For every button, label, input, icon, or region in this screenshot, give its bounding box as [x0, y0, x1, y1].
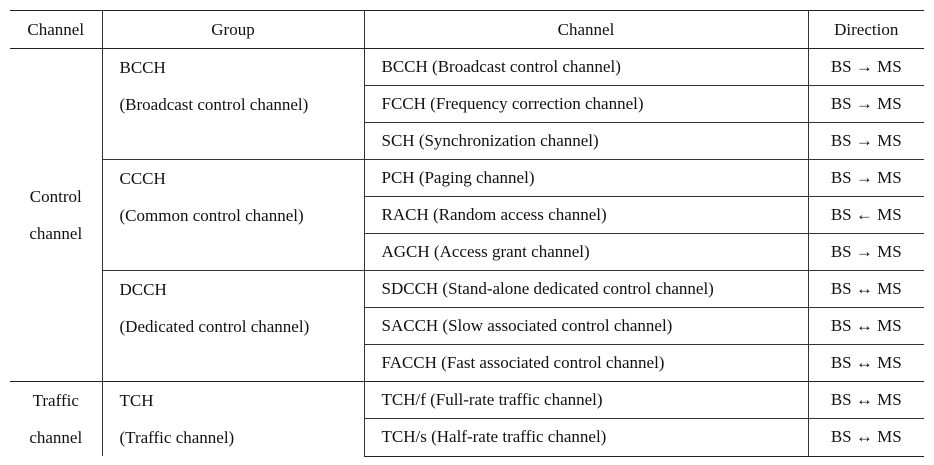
group-cell-bcch: BCCH (Broadcast control channel): [102, 48, 365, 160]
channel-name: FACCH (Fast associated control channel): [364, 344, 809, 382]
category-cell-traffic: Traffic channel: [10, 381, 103, 456]
table-row: SACCH (Slow associated control channel) …: [10, 307, 924, 345]
channel-direction: BS → MS: [808, 85, 924, 123]
group-full-name: (Dedicated control channel): [119, 317, 310, 336]
category-label-line2: channel: [29, 224, 83, 243]
channel-name: PCH (Paging channel): [364, 159, 809, 197]
category-cell-control: Control channel: [10, 48, 103, 382]
header-direction: Direction: [808, 10, 924, 49]
channel-direction: BS ↔ MS: [808, 270, 924, 308]
channel-table: Channel Group Channel Direction Control …: [10, 10, 924, 457]
group-abbr: DCCH: [119, 280, 167, 299]
table-row: AGCH (Access grant channel) BS → MS: [10, 233, 924, 271]
table-row: FACCH (Fast associated control channel) …: [10, 344, 924, 382]
table-row: Traffic channel TCH (Traffic channel) TC…: [10, 380, 924, 456]
table-row: SCH (Synchronization channel) BS → MS: [10, 122, 924, 160]
group-abbr: BCCH: [119, 58, 166, 77]
channel-name: SCH (Synchronization channel): [364, 122, 809, 160]
category-label-line2: channel: [29, 428, 83, 447]
header-category: Channel: [10, 10, 103, 49]
table-row: RACH (Random access channel) BS ← MS: [10, 196, 924, 234]
table-row: Control channel BCCH (Broadcast control …: [10, 48, 924, 382]
channel-name: SACCH (Slow associated control channel): [364, 307, 809, 345]
group-cell-dcch: DCCH (Dedicated control channel): [102, 270, 365, 382]
channel-name: RACH (Random access channel): [364, 196, 809, 234]
group-abbr: CCCH: [119, 169, 166, 188]
group-full-name: (Traffic channel): [119, 428, 235, 447]
channel-direction: BS ← MS: [808, 196, 924, 234]
channel-name: AGCH (Access grant channel): [364, 233, 809, 271]
header-row: Channel Group Channel Direction: [10, 10, 924, 49]
channel-name: TCH/f (Full-rate traffic channel): [364, 380, 809, 419]
group-cell-tch: TCH (Traffic channel): [102, 381, 365, 456]
table-row: CCCH (Common control channel) PCH (Pagin…: [10, 159, 924, 271]
channel-direction: BS → MS: [830, 57, 902, 76]
channel-name: SDCCH (Stand-alone dedicated control cha…: [364, 270, 809, 308]
channel-table-container: Channel Group Channel Direction Control …: [10, 10, 924, 457]
group-cell-ccch: CCCH (Common control channel): [102, 159, 365, 271]
header-channel: Channel: [364, 10, 809, 49]
channel-direction: BS ↔ MS: [808, 344, 924, 382]
channel-direction: BS ↔ MS: [808, 380, 924, 419]
table-row: FCCH (Frequency correction channel) BS →…: [10, 85, 924, 123]
channel-name: FCCH (Frequency correction channel): [364, 85, 809, 123]
table-row: DCCH (Dedicated control channel) SDCCH (…: [10, 270, 924, 382]
header-group: Group: [102, 10, 365, 49]
group-full-name: (Common control channel): [119, 206, 304, 225]
channel-direction: BS → MS: [808, 233, 924, 271]
channel-direction: BS → MS: [808, 159, 924, 197]
category-label-line1: Control: [29, 187, 82, 206]
channel-direction: BS → MS: [808, 122, 924, 160]
channel-name: TCH/s (Half-rate traffic channel): [364, 418, 809, 457]
group-abbr: TCH: [119, 391, 154, 410]
channel-direction: BS ↔ MS: [808, 307, 924, 345]
group-full-name: (Broadcast control channel): [119, 95, 309, 114]
category-label-line1: Traffic: [32, 391, 79, 410]
table-row: TCH/s (Half-rate traffic channel) BS ↔ M…: [10, 418, 924, 457]
channel-name: BCCH (Broadcast control channel): [364, 48, 809, 86]
channel-direction: BS ↔ MS: [808, 418, 924, 457]
